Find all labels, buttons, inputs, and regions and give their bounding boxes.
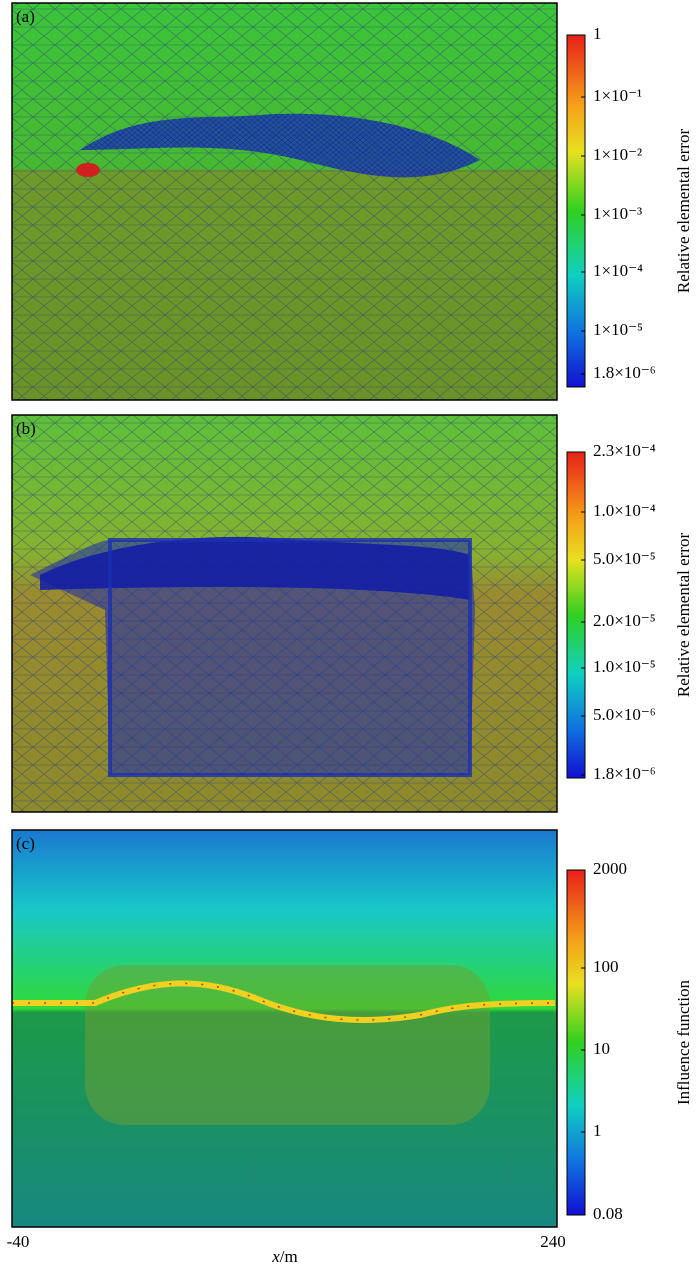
colorbar-tick-label: 1×10⁻¹ xyxy=(593,86,642,105)
colorbar-title: Relative elemental error xyxy=(674,533,693,698)
x-axis-variable: x xyxy=(271,1247,280,1266)
panel-a-image xyxy=(11,2,558,401)
colorbar-tick-label: 2.0×10⁻⁵ xyxy=(593,611,656,630)
colorbar-tick-label: 1.0×10⁻⁴ xyxy=(593,501,656,520)
colorbar xyxy=(566,451,586,779)
colorbar-tick-label: 1 xyxy=(593,1121,602,1140)
panel-b-image xyxy=(11,414,558,813)
colorbar-tick-label: 5.0×10⁻⁶ xyxy=(593,705,656,724)
colorbar-tick-label: 100 xyxy=(593,957,619,976)
colorbar-title: Relative elemental error xyxy=(674,129,693,294)
panel-label: (c) xyxy=(16,834,35,853)
colorbar-tick-label: 1×10⁻² xyxy=(593,145,642,164)
panel-c-image xyxy=(11,829,558,1228)
colorbar-tick-label: 1.8×10⁻⁶ xyxy=(593,764,656,783)
x-max-label: 240 xyxy=(540,1232,566,1251)
colorbar-tick-label: 1.8×10⁻⁶ xyxy=(593,363,656,382)
colorbar-tick-label: 1 xyxy=(593,24,602,43)
colorbar-tick-label: 1×10⁻⁴ xyxy=(593,261,643,280)
x-axis-label: x/m xyxy=(271,1247,298,1266)
colorbar-tick-label: 0.08 xyxy=(593,1204,623,1223)
colorbar-tick-label: 10 xyxy=(593,1039,610,1058)
colorbar-tick-label: 1.0×10⁻⁵ xyxy=(593,657,656,676)
colorbar-tick-label: 1×10⁻⁵ xyxy=(593,320,643,339)
panel-label: (a) xyxy=(16,7,35,26)
colorbar xyxy=(566,869,586,1216)
colorbar-title: Influence function xyxy=(674,979,693,1105)
colorbar-tick-label: 2000 xyxy=(593,859,627,878)
x-min-label: -40 xyxy=(7,1232,30,1251)
x-axis-unit: /m xyxy=(280,1247,298,1266)
colorbar-tick-label: 5.0×10⁻⁵ xyxy=(593,549,656,568)
colorbar xyxy=(566,34,586,388)
colorbar-tick-label: 2.3×10⁻⁴ xyxy=(593,441,656,460)
colorbar-tick-label: 1×10⁻³ xyxy=(593,204,642,223)
panel-label: (b) xyxy=(16,419,36,438)
